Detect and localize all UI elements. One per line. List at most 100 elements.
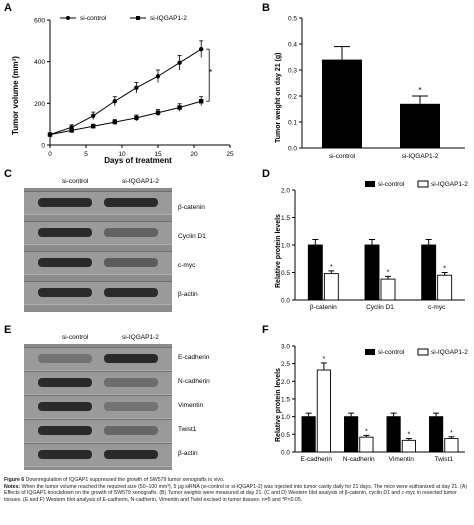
panel-label-f: F — [262, 324, 269, 336]
x-tick-label: si-control — [329, 153, 356, 160]
y-tick-label: 0.5 — [281, 270, 290, 277]
blot-c-row-label: c-myc — [178, 262, 196, 269]
legend-label: si-IQGAP1-2 — [431, 181, 468, 188]
bar — [344, 416, 359, 453]
notes-text: When the tumor volume reached the requir… — [4, 483, 468, 503]
legend-swatch — [417, 348, 429, 356]
protein-band — [38, 228, 92, 237]
y-tick-label: 0.4 — [288, 42, 297, 49]
protein-band — [38, 288, 92, 297]
blot-e-membrane — [24, 344, 172, 470]
blot-c-col-control: si-control — [62, 178, 89, 185]
y-tick-label: 0.0 — [281, 450, 290, 457]
x-tick-label: 15 — [154, 151, 162, 158]
protein-band — [104, 426, 158, 435]
panel-label-d: D — [262, 168, 270, 180]
y-tick-label: 2.5 — [281, 361, 290, 368]
bar — [437, 274, 453, 301]
blot-lane-row — [24, 221, 172, 245]
y-tick-label: 400 — [34, 59, 45, 66]
protein-band — [104, 198, 158, 207]
significance-star: * — [330, 264, 333, 271]
blot-c-row-label: Cyclin D1 — [178, 233, 206, 240]
chart-b-ylabel: Tumor weight on day 21 (g) — [275, 53, 282, 143]
blot-lane-row — [24, 347, 172, 371]
x-tick-label: 5 — [84, 151, 88, 158]
x-tick-label: si-IQGAP1-2 — [402, 153, 439, 160]
y-tick-label: 0 — [41, 143, 45, 150]
data-point — [177, 60, 182, 65]
data-point — [47, 132, 53, 137]
panel-label-e: E — [4, 324, 12, 336]
data-point — [112, 119, 117, 125]
y-tick-label: 600 — [34, 18, 45, 25]
significance-star: * — [418, 86, 421, 95]
blot-c-row-label: β-actin — [178, 291, 198, 298]
legend-marker — [136, 16, 140, 20]
blot-lane-row — [24, 251, 172, 275]
y-tick-label: 1.5 — [281, 215, 290, 222]
data-point — [199, 99, 204, 104]
blot-lane-row — [24, 371, 172, 395]
series-line — [49, 48, 202, 136]
blot-lane-row — [24, 395, 172, 419]
data-point — [91, 124, 96, 129]
bar — [380, 278, 396, 301]
data-point — [177, 105, 182, 110]
protein-band — [38, 402, 92, 411]
protein-band — [38, 426, 92, 435]
significance-star: * — [365, 428, 368, 435]
y-tick-label: 1.5 — [281, 397, 290, 404]
y-tick-label: 0.5 — [288, 16, 297, 23]
y-tick-label: 0.0 — [281, 298, 290, 305]
bar — [359, 436, 374, 453]
legend-label: si-control — [378, 181, 405, 188]
blot-e-row-label: Vimentin — [178, 402, 204, 409]
legend-swatch — [365, 349, 375, 355]
significance-star: * — [323, 356, 326, 363]
bar — [316, 369, 331, 453]
blot-e-row-label: N-cadherin — [178, 378, 210, 385]
y-tick-label: 2.0 — [281, 379, 290, 386]
data-point — [91, 113, 96, 119]
western-blot-c: si-control si-IQGAP1-2 β-catenin Cyclin … — [24, 176, 240, 314]
chart-a-ylabel: Tumor volume (mm³) — [11, 56, 20, 135]
x-tick-label: 20 — [190, 151, 198, 158]
protein-band — [38, 354, 92, 363]
x-tick-label: Twist1 — [435, 456, 454, 463]
x-tick-label: c-myc — [428, 304, 446, 311]
chart-d-ylabel: Relative protein levels — [275, 214, 282, 288]
protein-band — [38, 378, 92, 387]
chart-a-xlabel: Days of treatment — [104, 156, 172, 165]
blot-e-col-sirna: si-IQGAP1-2 — [122, 334, 159, 341]
figure-caption: Figure 6 Downregulation of IQGAP1 suppre… — [4, 477, 470, 503]
protein-band — [104, 450, 158, 459]
data-point — [155, 110, 161, 115]
significance-star: * — [443, 266, 446, 273]
bar — [421, 244, 437, 301]
y-tick-label: 0.5 — [281, 432, 290, 439]
bar — [401, 439, 416, 453]
x-tick-label: β-catenin — [310, 304, 337, 311]
blot-c-col-sirna: si-IQGAP1-2 — [122, 178, 159, 185]
bar — [400, 103, 440, 148]
x-tick-label: N-cadherin — [343, 456, 375, 463]
data-point — [69, 128, 74, 133]
blot-e-row-label: Twist1 — [178, 426, 197, 433]
bar — [322, 59, 362, 148]
bar — [323, 273, 339, 301]
protein-band — [104, 258, 158, 267]
legend-marker — [66, 16, 70, 20]
y-tick-label: 200 — [34, 101, 45, 108]
bar — [429, 416, 444, 453]
blot-e-col-control: si-control — [62, 334, 89, 341]
data-point — [112, 99, 118, 104]
x-tick-label: E-cadherin — [301, 456, 333, 463]
bar — [301, 416, 316, 453]
figure-label: Figure 6 — [4, 477, 25, 483]
y-tick-label: 2.0 — [281, 188, 290, 195]
data-point — [134, 115, 139, 121]
protein-levels-chart-f: Relative protein levels 0.0 0.5 1.0 1.5 2.0 2… — [275, 344, 468, 464]
legend-label: si-IQGAP1-2 — [431, 349, 468, 356]
notes-label: Notes: — [4, 483, 21, 490]
